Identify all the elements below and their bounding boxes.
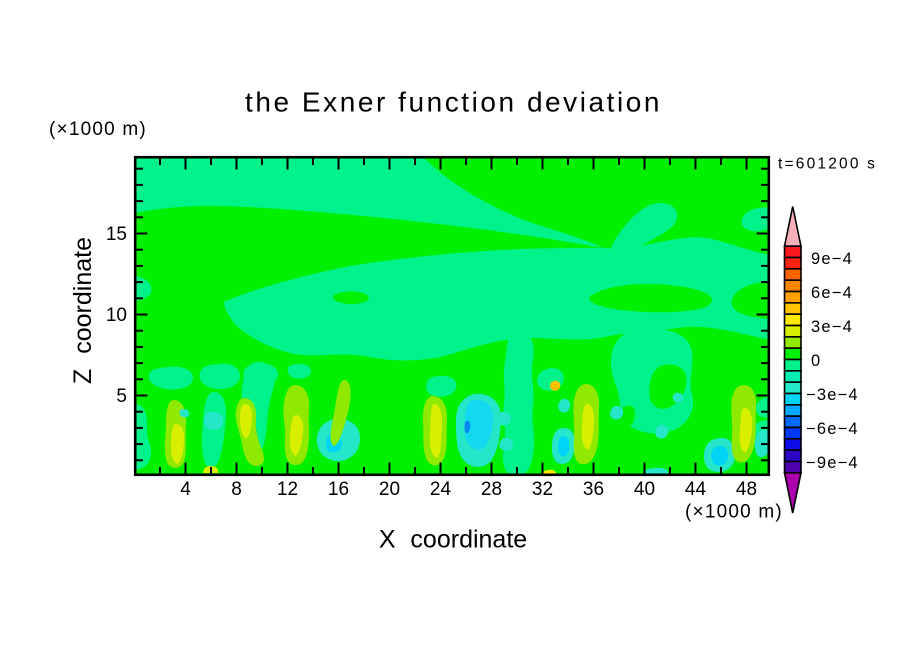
svg-text:4: 4 xyxy=(180,479,191,500)
svg-text:5: 5 xyxy=(116,386,127,407)
svg-text:Z coordinate: Z coordinate xyxy=(69,237,97,384)
svg-text:−6e−4: −6e−4 xyxy=(806,420,859,438)
svg-text:10: 10 xyxy=(106,305,127,326)
svg-text:0: 0 xyxy=(811,352,821,370)
svg-text:X coordinate: X coordinate xyxy=(379,526,527,554)
svg-text:48: 48 xyxy=(736,479,757,500)
svg-text:16: 16 xyxy=(328,479,349,500)
svg-text:8: 8 xyxy=(231,479,242,500)
svg-text:−3e−4: −3e−4 xyxy=(806,386,859,404)
svg-text:(×1000 m): (×1000 m) xyxy=(685,502,783,523)
svg-text:15: 15 xyxy=(106,224,127,245)
svg-text:24: 24 xyxy=(430,479,452,500)
svg-text:28: 28 xyxy=(481,479,502,500)
svg-text:the Exner function deviation: the Exner function deviation xyxy=(245,87,662,118)
svg-text:32: 32 xyxy=(532,479,553,500)
svg-text:20: 20 xyxy=(379,479,400,500)
svg-text:36: 36 xyxy=(583,479,604,500)
svg-text:3e−4: 3e−4 xyxy=(811,318,853,336)
svg-text:(×1000 m): (×1000 m) xyxy=(49,119,147,140)
svg-text:6e−4: 6e−4 xyxy=(811,284,853,302)
svg-text:44: 44 xyxy=(685,479,707,500)
svg-text:−9e−4: −9e−4 xyxy=(806,454,859,472)
svg-text:12: 12 xyxy=(277,479,298,500)
svg-text:t=601200 s: t=601200 s xyxy=(778,156,877,173)
svg-text:40: 40 xyxy=(634,479,655,500)
svg-text:9e−4: 9e−4 xyxy=(811,250,853,268)
